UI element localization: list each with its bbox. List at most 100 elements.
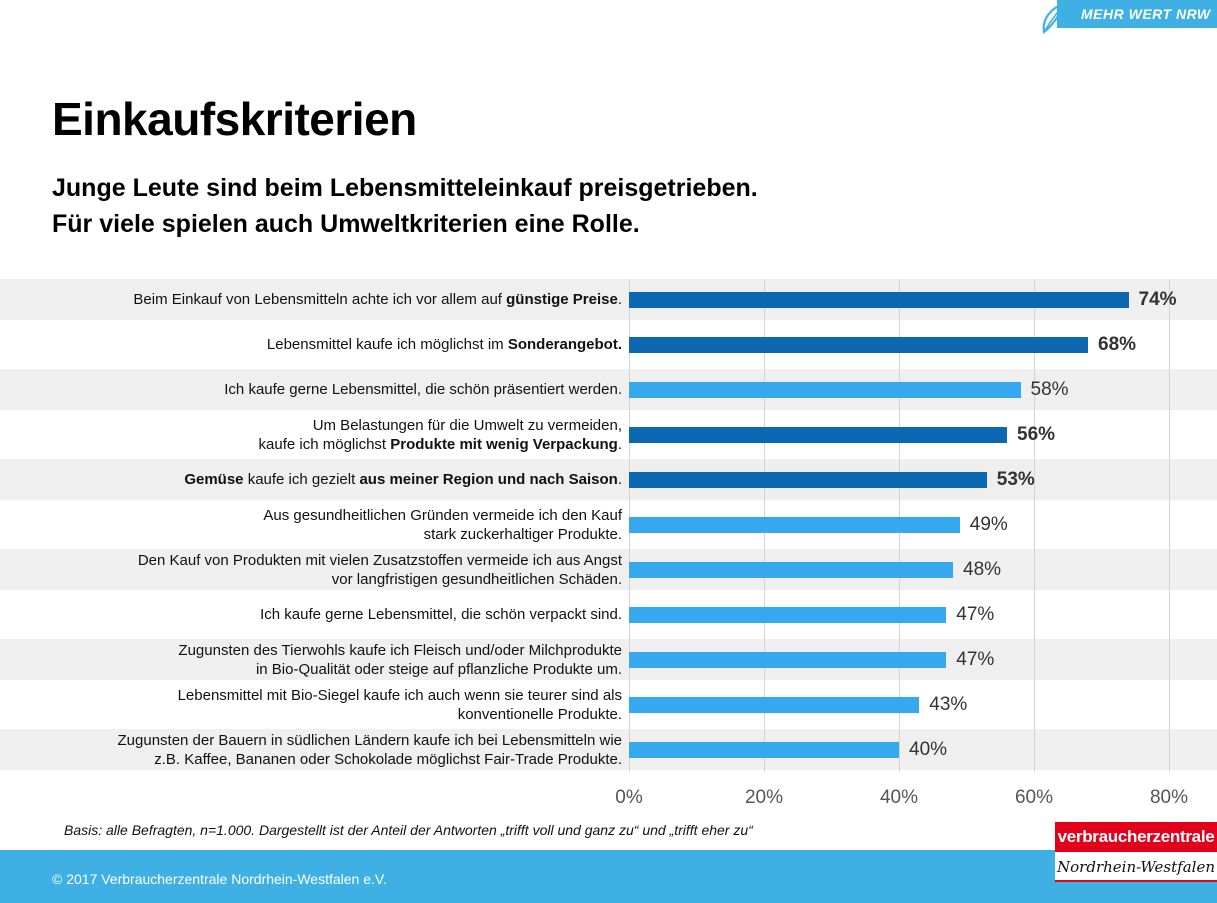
footnote: Basis: alle Befragten, n=1.000. Dargeste… — [64, 822, 753, 838]
row-label: Zugunsten des Tierwohls kaufe ich Fleisc… — [0, 639, 622, 680]
logo-top-text: verbraucherzentrale — [1055, 822, 1217, 852]
data-label: 74% — [1138, 289, 1177, 310]
bar — [629, 562, 953, 578]
row-label: Ich kaufe gerne Lebensmittel, die schön … — [0, 594, 622, 635]
data-label: 40% — [909, 739, 948, 760]
label-text: Beim Einkauf von Lebensmitteln achte ich… — [133, 291, 507, 308]
label-text: kaufe ich möglichst — [258, 435, 391, 453]
label-line: Aus gesundheitlichen Gründen vermeide ic… — [0, 506, 622, 525]
bar — [629, 652, 947, 668]
label-line: konventionelle Produkte. — [0, 705, 622, 724]
data-label: 56% — [1017, 424, 1056, 445]
label-line: Den Kauf von Produkten mit vielen Zusatz… — [0, 551, 622, 570]
label-emphasis: Sonderangebot. — [507, 336, 622, 353]
label-text: Um Belastungen für die Umwelt zu vermeid… — [312, 416, 622, 434]
row-background — [0, 729, 1217, 770]
bar-chart: Beim Einkauf von Lebensmitteln achte ich… — [0, 279, 1217, 809]
label-line: in Bio-Qualität oder steige auf pflanzli… — [0, 660, 622, 679]
label-text: Lebensmittel mit Bio-Siegel kaufe ich au… — [177, 686, 622, 704]
logo-bottom-text: Nordrhein-Westfalen — [1055, 852, 1217, 882]
label-text: Zugunsten des Tierwohls kaufe ich Fleisc… — [178, 641, 622, 659]
label-text: stark zuckerhaltiger Produkte. — [423, 525, 622, 543]
label-line: z.B. Kaffee, Bananen oder Schokolade mög… — [0, 750, 622, 769]
row-background — [0, 549, 1217, 590]
data-label: 68% — [1098, 334, 1137, 355]
label-line: Lebensmittel kaufe ich möglichst im Sond… — [0, 335, 622, 354]
label-text: . — [617, 291, 622, 308]
verbraucherzentrale-logo: verbraucherzentrale Nordrhein-Westfalen — [1055, 822, 1217, 882]
label-emphasis: günstige Preise — [506, 291, 618, 308]
row-background — [0, 459, 1217, 500]
bar — [629, 292, 1129, 308]
label-line: vor langfristigen gesundheitlichen Schäd… — [0, 570, 622, 589]
page-subtitle: Junge Leute sind beim Lebensmitteleinkau… — [52, 170, 758, 242]
row-label: Ich kaufe gerne Lebensmittel, die schön … — [0, 369, 622, 410]
bar — [629, 337, 1088, 353]
label-text: in Bio-Qualität oder steige auf pflanzli… — [255, 660, 622, 678]
data-label: 47% — [956, 649, 995, 670]
row-label: Zugunsten der Bauern in südlichen Länder… — [0, 729, 623, 770]
row-background — [0, 639, 1217, 680]
data-label: 53% — [996, 469, 1035, 490]
row-label: Lebensmittel kaufe ich möglichst im Sond… — [0, 324, 622, 365]
bar — [629, 697, 920, 713]
row-label: Aus gesundheitlichen Gründen vermeide ic… — [0, 504, 622, 545]
copyright: © 2017 Verbraucherzentrale Nordrhein-Wes… — [52, 871, 387, 887]
label-line: Gemüse kaufe ich gezielt aus meiner Regi… — [0, 470, 622, 489]
bar — [629, 427, 1007, 443]
label-line: Um Belastungen für die Umwelt zu vermeid… — [0, 416, 622, 435]
data-label: 43% — [929, 694, 968, 715]
data-label: 48% — [963, 559, 1002, 580]
label-text: Lebensmittel kaufe ich möglichst im — [266, 336, 508, 353]
row-label: Um Belastungen für die Umwelt zu vermeid… — [0, 414, 622, 455]
data-label: 58% — [1030, 379, 1069, 400]
page-title: Einkaufskriterien — [52, 93, 417, 145]
brand-badge: MEHR WERT NRW — [1057, 0, 1217, 28]
bar — [629, 382, 1021, 398]
subtitle-line-1: Junge Leute sind beim Lebensmitteleinkau… — [52, 174, 758, 202]
label-line: Zugunsten der Bauern in südlichen Länder… — [0, 731, 623, 750]
bar — [629, 607, 947, 623]
label-text: . — [617, 471, 622, 488]
bar — [629, 517, 960, 533]
label-text: vor langfristigen gesundheitlichen Schäd… — [331, 570, 622, 588]
label-text: Ich kaufe gerne Lebensmittel, die schön … — [260, 606, 622, 623]
row-label: Gemüse kaufe ich gezielt aus meiner Regi… — [0, 459, 622, 500]
row-label: Den Kauf von Produkten mit vielen Zusatz… — [0, 549, 622, 590]
x-tick-label: 80% — [1149, 787, 1189, 808]
subtitle-line-2: Für viele spielen auch Umweltkriterien e… — [52, 210, 640, 238]
brand-badge-text: MEHR WERT NRW — [1081, 6, 1211, 22]
row-label: Beim Einkauf von Lebensmitteln achte ich… — [0, 279, 622, 320]
footer-bar: © 2017 Verbraucherzentrale Nordrhein-Wes… — [0, 850, 1217, 903]
x-tick-label: 20% — [744, 787, 784, 808]
label-line: Zugunsten des Tierwohls kaufe ich Fleisc… — [0, 641, 622, 660]
label-text: Den Kauf von Produkten mit vielen Zusatz… — [137, 551, 622, 569]
leaf-icon — [1042, 2, 1066, 34]
label-text: Zugunsten der Bauern in südlichen Länder… — [117, 731, 623, 749]
row-label: Lebensmittel mit Bio-Siegel kaufe ich au… — [0, 684, 622, 725]
bar — [629, 472, 987, 488]
label-line: Ich kaufe gerne Lebensmittel, die schön … — [0, 380, 622, 399]
label-emphasis: Gemüse — [184, 471, 244, 488]
label-text: Aus gesundheitlichen Gründen vermeide ic… — [263, 506, 622, 524]
label-text: kaufe ich gezielt — [243, 471, 360, 488]
label-line: Ich kaufe gerne Lebensmittel, die schön … — [0, 605, 622, 624]
x-tick-label: 40% — [879, 787, 919, 808]
label-text: z.B. Kaffee, Bananen oder Schokolade mög… — [154, 750, 622, 768]
data-label: 49% — [969, 514, 1008, 535]
gridline — [1169, 279, 1170, 772]
label-text: konventionelle Produkte. — [457, 705, 622, 723]
x-tick-label: 0% — [615, 787, 643, 808]
gridline — [1034, 279, 1035, 772]
label-emphasis: aus meiner Region und nach Saison — [359, 471, 618, 488]
bar — [629, 742, 899, 758]
label-line: stark zuckerhaltiger Produkte. — [0, 525, 622, 544]
label-emphasis: Produkte mit wenig Verpackung — [390, 435, 618, 453]
label-line: Lebensmittel mit Bio-Siegel kaufe ich au… — [0, 686, 622, 705]
label-line: kaufe ich möglichst Produkte mit wenig V… — [0, 435, 622, 454]
label-line: Beim Einkauf von Lebensmitteln achte ich… — [0, 290, 622, 309]
data-label: 47% — [956, 604, 995, 625]
label-text: . — [617, 435, 622, 453]
x-tick-label: 60% — [1014, 787, 1054, 808]
label-text: Ich kaufe gerne Lebensmittel, die schön … — [224, 381, 622, 398]
